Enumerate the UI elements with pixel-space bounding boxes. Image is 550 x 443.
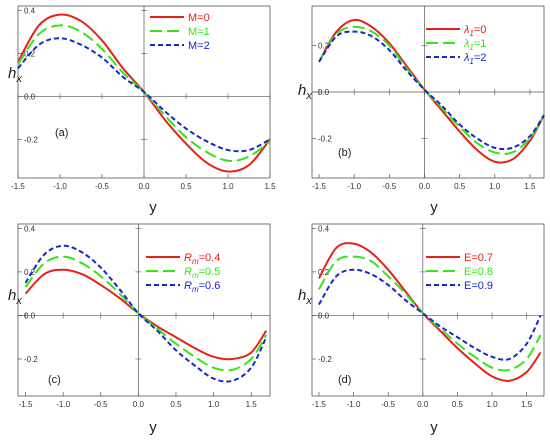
- x-axis-label: y: [430, 419, 438, 436]
- legend-label-2: λ1=1: [463, 38, 486, 52]
- x-tick-label: 0.0: [133, 400, 145, 409]
- x-tick-label: 1.0: [208, 400, 220, 409]
- legend-label-2: Rm=0.5: [184, 266, 220, 280]
- y-tick-label: 0.0: [24, 311, 36, 320]
- series-line-3: [318, 30, 545, 151]
- x-tick-label: -1.5: [11, 182, 25, 191]
- y-axis-label: hx: [298, 287, 312, 307]
- series-line-1: [24, 268, 268, 361]
- x-axis-label: y: [149, 199, 157, 216]
- x-tick-label: -0.5: [382, 182, 396, 191]
- x-tick-label: -1.5: [19, 400, 33, 409]
- x-tick-label: 0.5: [170, 400, 182, 409]
- x-tick-label: 1.5: [521, 400, 533, 409]
- series-line-1: [318, 18, 545, 164]
- series-line-2: [24, 255, 268, 372]
- legend-label-3: E=0.9: [464, 280, 493, 292]
- legend-label-1: E=0.7: [464, 252, 493, 264]
- plot-frame: [311, 223, 545, 397]
- legend-label-1: M=0: [188, 12, 210, 24]
- x-tick-label: -1.5: [312, 400, 326, 409]
- panel-c: -1.5 -1.0 -0.5 0.0 0.5 1.0 1.5 -0.2 0.0 0.2 0.4 Rm=…: [8, 223, 271, 436]
- x-tick-label: -1.0: [56, 400, 70, 409]
- panel-label: (d): [338, 374, 351, 386]
- panel-label: (a): [55, 127, 68, 139]
- x-tick-label: -1.5: [312, 182, 326, 191]
- x-tick-label: 0.5: [454, 182, 466, 191]
- legend-label-3: Rm=0.6: [184, 280, 220, 294]
- series-line-2: [17, 24, 271, 162]
- y-tick-label: -0.2: [318, 134, 332, 143]
- y-tick-label: 0.0: [318, 88, 330, 97]
- x-tick-label: -1.0: [347, 182, 361, 191]
- x-tick-label: 1.0: [486, 400, 498, 409]
- panel-label: (b): [338, 147, 351, 159]
- x-tick-label: -0.5: [94, 400, 108, 409]
- legend-label-2: E=0.8: [464, 266, 493, 278]
- y-axis-label: hx: [298, 82, 312, 102]
- y-tick-label: 0.0: [318, 311, 330, 320]
- x-axis-label: y: [430, 199, 438, 216]
- y-axis-label: hx: [8, 287, 22, 307]
- x-tick-label: 0.5: [180, 182, 192, 191]
- x-tick-label: 1.0: [222, 182, 234, 191]
- x-tick-label: -0.5: [95, 182, 109, 191]
- x-tick-label: 0.0: [417, 400, 429, 409]
- y-tick-label: 0.2: [24, 268, 36, 277]
- x-tick-label: 0.0: [138, 182, 150, 191]
- plot-frame: [17, 223, 271, 397]
- y-tick-label: 0.2: [318, 42, 330, 51]
- y-axis-label: hx: [8, 65, 22, 85]
- y-tick-label: 0.4: [318, 224, 330, 233]
- series-line-3: [318, 268, 542, 361]
- panel-a: -1.5 -1.0 -0.5 0.0 0.5 1.0 1.5-0.20.00.20.4M=0…: [8, 5, 276, 216]
- series-line-3: [17, 37, 271, 153]
- panel-b: -1.5 -1.0 -0.5 0.0 0.5 1.0 1.5-0.20.00.2λ1=0λ1…: [298, 5, 545, 216]
- series-line-2: [318, 25, 545, 155]
- y-tick-label: -0.2: [24, 355, 38, 364]
- x-tick-label: 1.5: [264, 182, 276, 191]
- y-tick-label: 0.0: [24, 92, 36, 101]
- x-tick-label: -1.0: [347, 400, 361, 409]
- legend-label-3: M=2: [188, 40, 210, 52]
- x-tick-label: 1.5: [524, 182, 536, 191]
- y-tick-label: 0.4: [24, 224, 36, 233]
- y-tick-label: 0.2: [318, 268, 330, 277]
- x-tick-label: 1.0: [489, 182, 501, 191]
- panel-d: -1.5 -1.0 -0.5 0.0 0.5 1.0 1.5 -0.2 0.0 0.2 0.4 E=0…: [298, 223, 545, 436]
- legend-label-2: M=1: [188, 26, 210, 38]
- series-line-3: [24, 244, 268, 383]
- x-axis-label: y: [149, 419, 157, 436]
- x-tick-label: -0.5: [381, 400, 395, 409]
- series-line-2: [318, 255, 542, 372]
- x-tick-label: 0.5: [452, 400, 464, 409]
- y-tick-label: -0.2: [24, 135, 38, 144]
- legend-label-3: λ1=2: [463, 52, 486, 66]
- legend-label-1: Rm=0.4: [184, 252, 220, 266]
- legend-label-1: λ1=0: [463, 24, 486, 38]
- x-tick-label: 1.5: [246, 400, 258, 409]
- x-tick-label: -1.0: [53, 182, 67, 191]
- y-tick-label: -0.2: [318, 355, 332, 364]
- panel-label: (c): [48, 374, 61, 386]
- y-tick-label: 0.4: [24, 6, 36, 15]
- x-tick-label: 0.0: [419, 182, 431, 191]
